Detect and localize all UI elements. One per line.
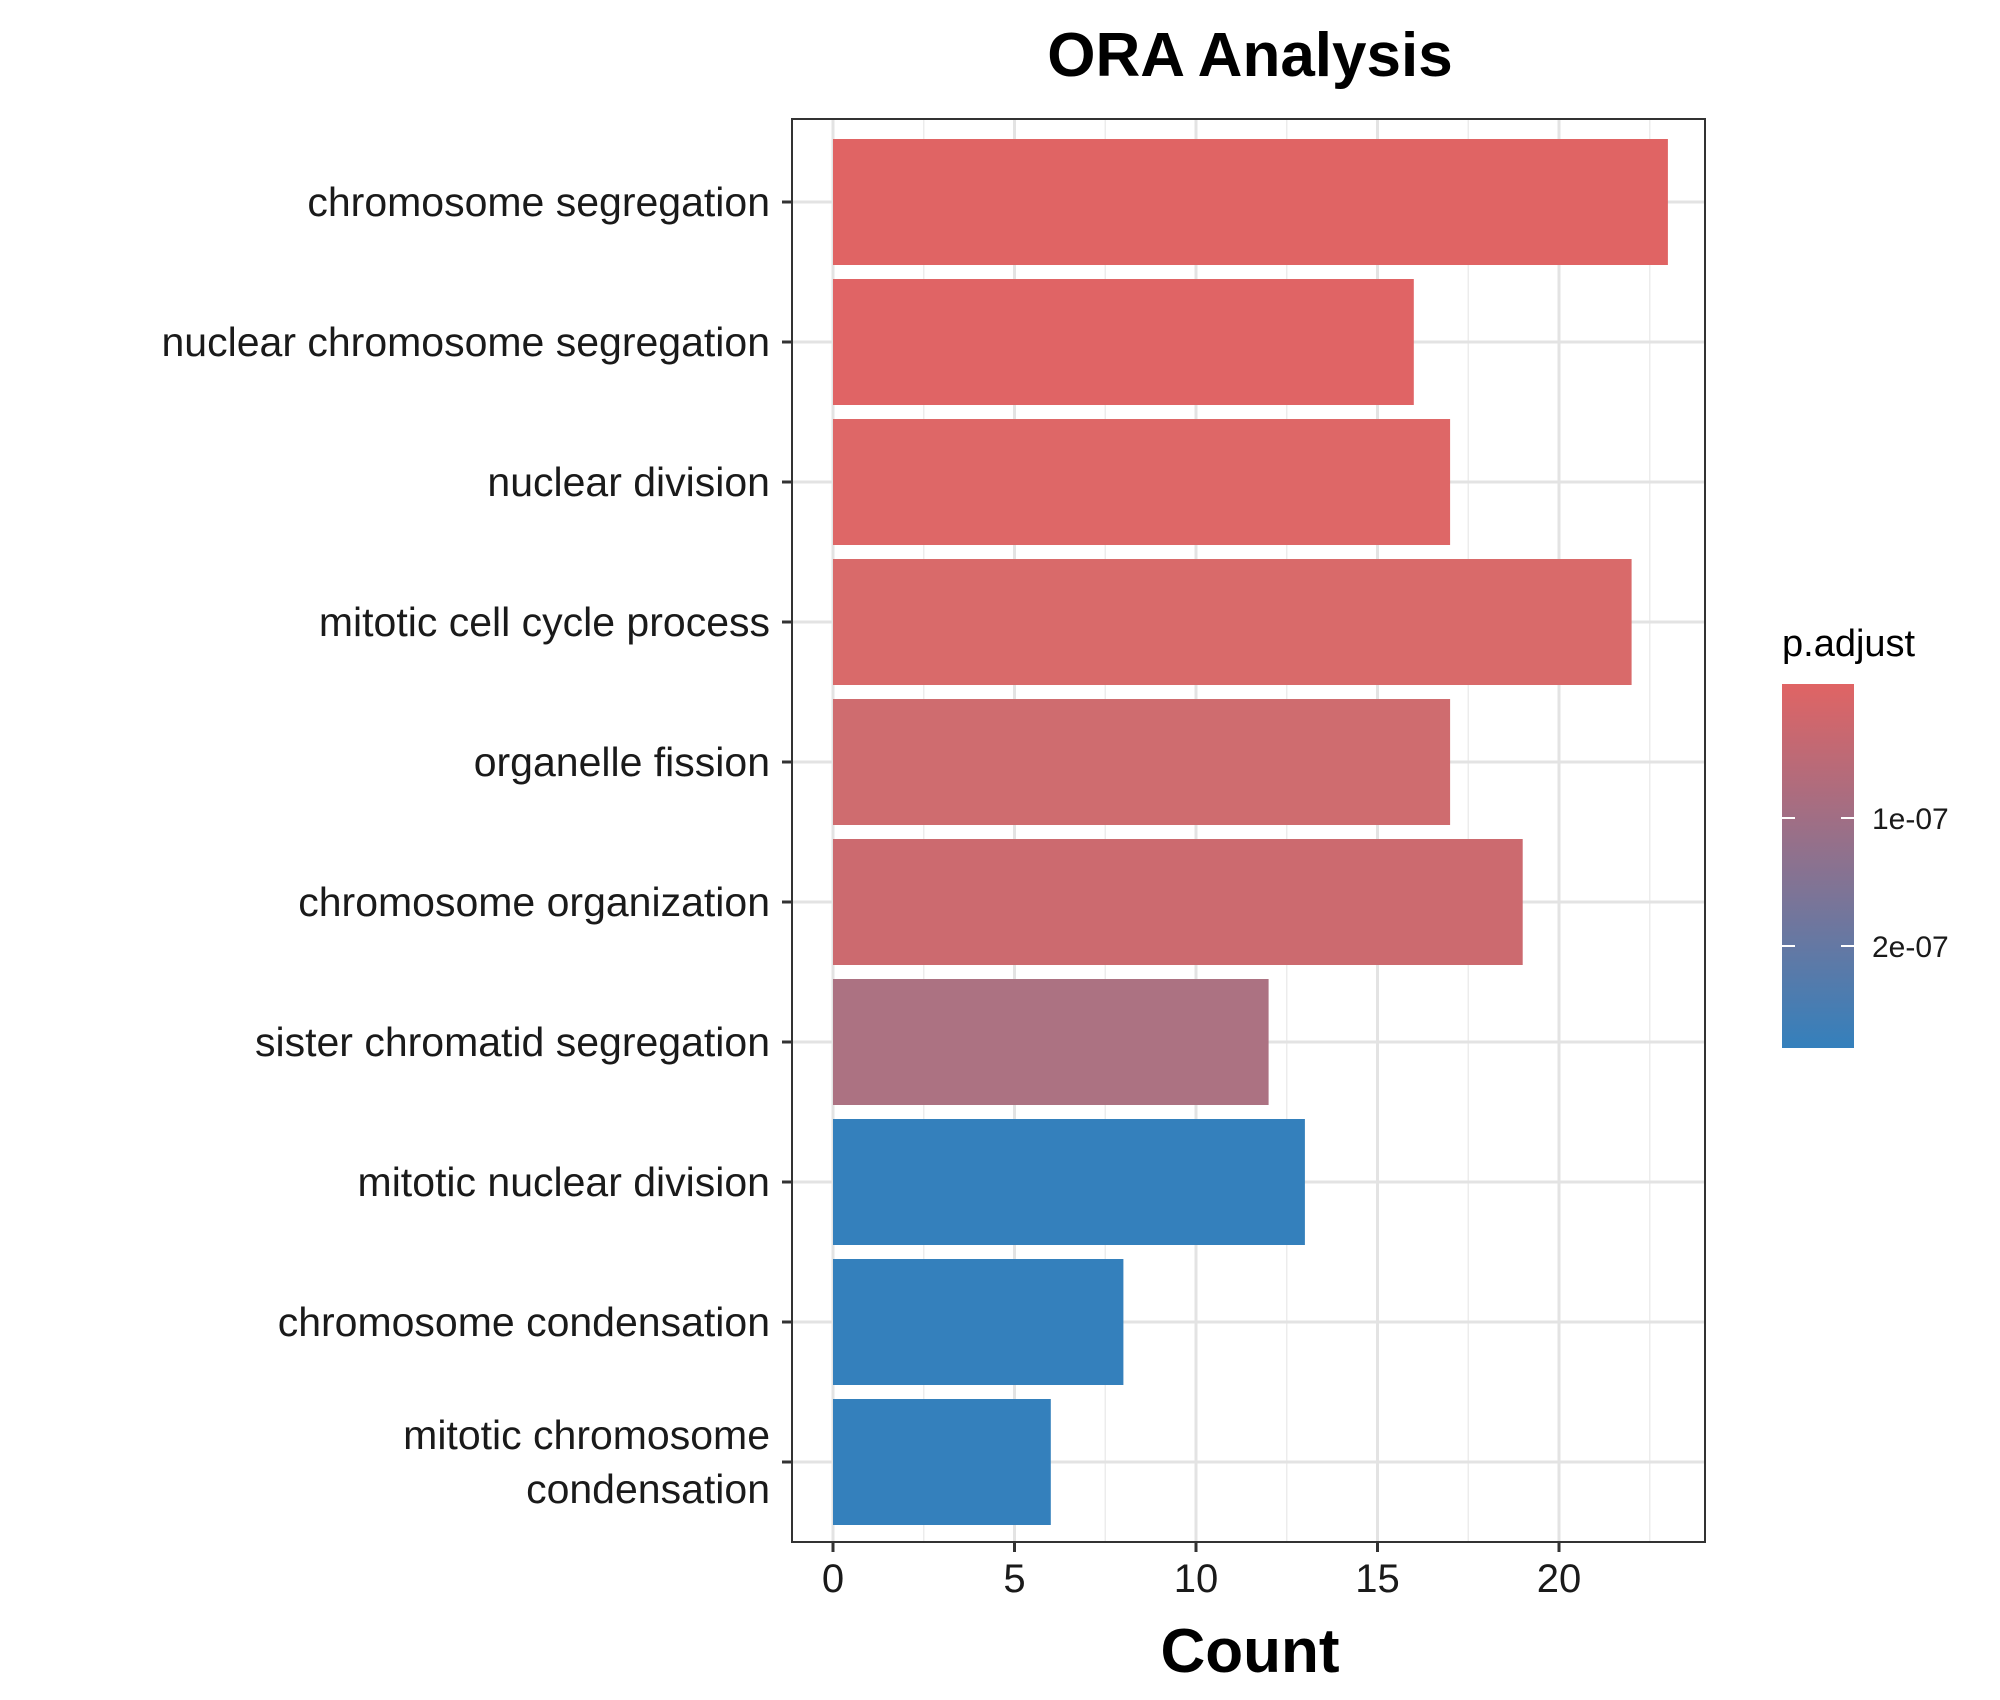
y-axis: chromosome segregation nuclear chromosome… [162,179,792,1512]
category-label: mitotic nuclear division [358,1159,770,1205]
bar [833,979,1269,1105]
category-label: sister chromatid segregation [255,1019,770,1065]
x-axis: 0 5 10 15 20 [822,1542,1581,1601]
x-tick-label: 20 [1537,1557,1582,1601]
bar [833,559,1632,685]
category-label: organelle fission [474,739,770,785]
category-label: chromosome condensation [278,1299,770,1345]
chart-title: ORA Analysis [1047,21,1452,90]
category-label: mitotic chromosome [403,1412,770,1458]
bar [833,839,1523,965]
x-tick-label: 10 [1174,1557,1219,1601]
legend-tick-label: 1e-07 [1872,803,1949,836]
bar [833,279,1414,405]
bar [833,1399,1051,1525]
legend-title: p.adjust [1782,623,1916,665]
legend-ticks: 1e-07 2e-07 [1782,803,1949,964]
legend-tick-label: 2e-07 [1872,931,1949,964]
x-tick-label: 5 [1003,1557,1025,1601]
category-label: nuclear chromosome segregation [162,319,771,365]
category-label: condensation [526,1466,770,1512]
x-tick-label: 15 [1355,1557,1400,1601]
bar [833,1259,1124,1385]
x-axis-title: Count [1160,1617,1339,1686]
bar [833,419,1451,545]
bar [833,1119,1305,1245]
bar [833,699,1451,825]
category-label: nuclear division [487,459,770,505]
bars [833,139,1668,1525]
bar [833,139,1668,265]
legend-colorbar [1782,684,1854,1048]
category-label: chromosome segregation [307,179,770,225]
x-tick-label: 0 [822,1557,844,1601]
category-label: chromosome organization [298,879,770,925]
category-label: mitotic cell cycle process [319,599,770,645]
plot-border [791,118,1706,1543]
legend: p.adjust 1e-07 2e-07 [1782,623,1949,1048]
